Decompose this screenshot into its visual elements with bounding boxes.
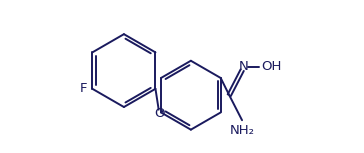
Text: F: F: [80, 82, 87, 95]
Text: NH₂: NH₂: [230, 124, 254, 137]
Text: OH: OH: [261, 60, 281, 73]
Text: N: N: [239, 60, 249, 73]
Text: O: O: [154, 107, 165, 120]
